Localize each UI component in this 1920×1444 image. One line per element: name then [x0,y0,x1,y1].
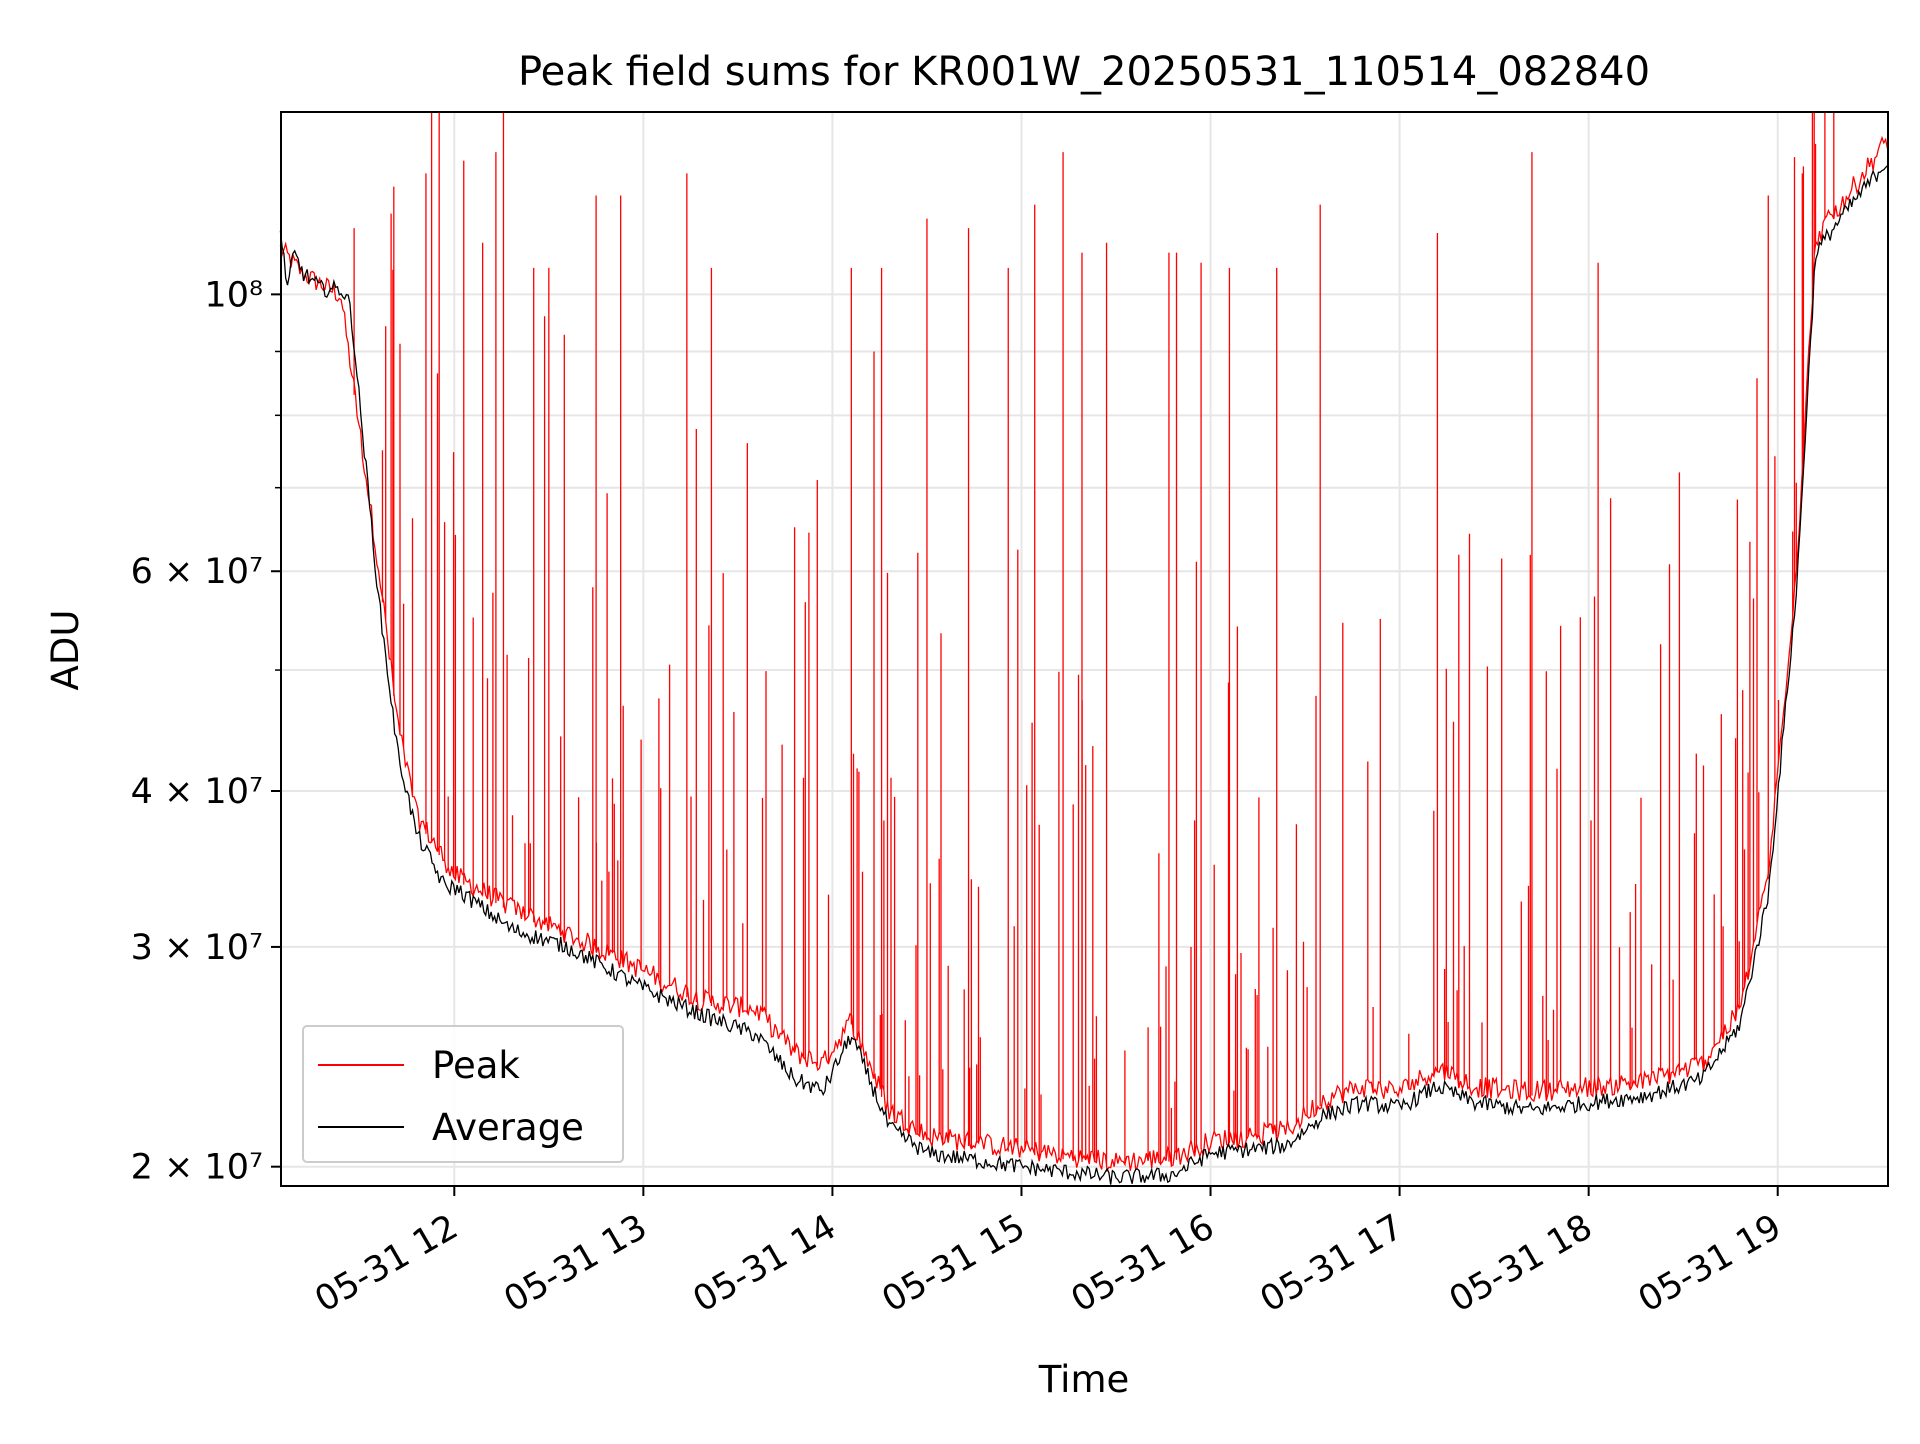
x-tick-label: 05-31 17 [1254,1207,1410,1320]
series-peak-line [279,112,1889,1173]
y-tick-label: 3 × 10⁷ [131,928,263,968]
y-tick-label: 10⁸ [204,275,263,315]
legend-swatch-peak [318,1064,404,1066]
legend-item-average: Average [318,1105,584,1149]
x-tick-label: 05-31 12 [309,1207,465,1320]
x-tick-label: 05-31 15 [876,1207,1032,1320]
series-layer [279,112,1889,1185]
chart-title: Peak field sums for KR001W_20250531_1105… [518,49,1650,95]
x-tick-label: 05-31 14 [687,1207,843,1320]
y-tick-label: 4 × 10⁷ [131,772,263,812]
legend-item-peak: Peak [318,1043,520,1087]
tick-layer: 05-31 12 05-31 13 05-31 14 05-31 15 05-31 16… [131,275,1789,1320]
y-axis-label: ADU [44,610,87,691]
y-tick-label: 6 × 10⁷ [131,552,263,592]
series-average-line [279,165,1888,1185]
plot-frame [280,111,1889,1187]
legend-label-average: Average [432,1105,584,1149]
x-tick-label: 05-31 13 [498,1207,654,1320]
x-axis-label: Time [1038,1358,1130,1401]
legend: Peak Average [302,1025,624,1163]
legend-label-peak: Peak [432,1043,520,1087]
x-tick-label: 05-31 16 [1065,1207,1221,1320]
y-tick-label: 2 × 10⁷ [131,1148,263,1188]
x-tick-label: 05-31 18 [1443,1207,1599,1320]
legend-swatch-average [318,1126,404,1128]
x-tick-label: 05-31 19 [1632,1207,1788,1320]
